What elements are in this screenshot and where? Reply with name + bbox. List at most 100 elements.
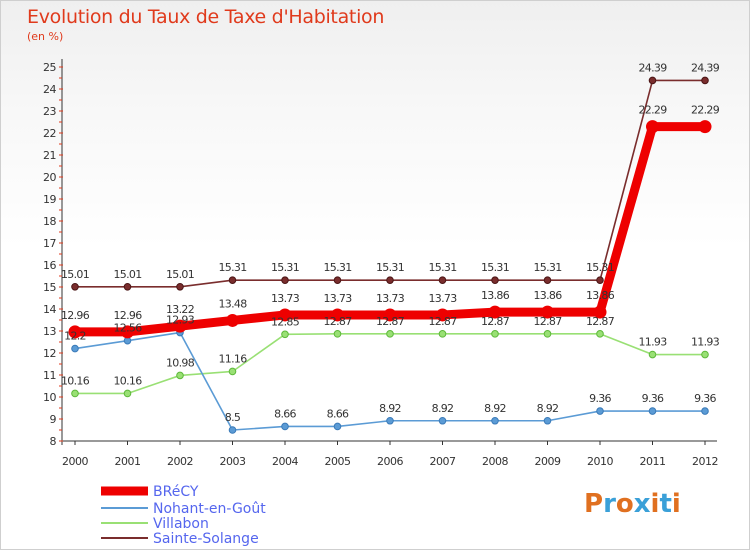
y-tick-label: 23 [43, 105, 56, 118]
data-label: 15.31 [219, 261, 247, 274]
data-point [438, 330, 447, 338]
x-tick-label: 2001 [115, 455, 141, 468]
logo-letter: t [659, 489, 672, 519]
data-label: 15.01 [114, 268, 142, 281]
x-tick-label: 2003 [220, 455, 246, 468]
data-point [648, 350, 657, 359]
x-tick-label: 2009 [535, 455, 561, 468]
y-tick-label: 15 [43, 281, 56, 294]
data-label: 10.16 [61, 374, 90, 387]
chart-title: Evolution du Taux de Taxe d'Habitation [27, 6, 385, 28]
data-label: 8.92 [379, 402, 401, 415]
data-label: 13.73 [324, 292, 353, 305]
data-point [281, 330, 289, 339]
logo-letter: x [633, 489, 651, 519]
data-label: 10.98 [166, 356, 195, 369]
logo-letter: r [603, 489, 616, 519]
data-point [488, 305, 502, 319]
data-point [596, 276, 604, 284]
data-label: 12.56 [114, 322, 143, 335]
y-tick-label: 14 [43, 303, 56, 316]
data-label: 12.96 [114, 309, 143, 322]
logo-letter: i [650, 489, 660, 519]
data-label: 9.36 [589, 392, 611, 405]
data-label: 8.92 [484, 402, 506, 415]
data-label: 13.86 [534, 289, 563, 302]
y-tick-label: 17 [43, 237, 56, 250]
data-label: 8.66 [327, 407, 349, 420]
data-point [173, 319, 187, 333]
legend-label: Nohant-en-Goût [153, 501, 266, 517]
data-label: 15.01 [61, 268, 89, 281]
y-tick-label: 10 [43, 391, 56, 404]
data-label: 15.31 [376, 261, 404, 274]
logo-letter: P [584, 489, 604, 519]
data-label: 13.73 [271, 292, 300, 305]
data-label: 22.29 [691, 104, 720, 117]
data-label: 12.87 [481, 315, 510, 328]
data-label: 15.31 [481, 261, 509, 274]
data-point [698, 120, 712, 134]
series-line-3 [75, 79, 705, 288]
data-label: 15.31 [534, 261, 562, 274]
data-label: 12.87 [429, 315, 458, 328]
x-tick-label: 2010 [587, 455, 613, 468]
data-point [281, 276, 289, 284]
y-tick-label: 16 [43, 259, 56, 272]
y-tick-label: 9 [50, 413, 57, 426]
data-label: 12.87 [586, 315, 615, 328]
data-label: 13.73 [429, 292, 458, 305]
data-point [71, 282, 79, 291]
y-tick-label: 22 [43, 127, 56, 140]
series-line-1 [74, 331, 705, 431]
x-tick-label: 2002 [167, 455, 193, 468]
data-point [228, 367, 237, 376]
data-point [541, 305, 554, 319]
data-point [333, 330, 342, 338]
y-tick-label: 13 [43, 325, 56, 338]
data-point [543, 276, 552, 284]
data-label: 22.29 [639, 104, 668, 117]
data-label: 12.87 [376, 315, 405, 328]
data-label: 9.36 [642, 392, 664, 405]
data-label: 12.87 [534, 315, 563, 328]
data-label: 12.2 [64, 330, 86, 343]
y-tick-label: 21 [43, 149, 56, 162]
data-point [596, 330, 604, 338]
data-point [176, 282, 184, 291]
data-label: 11.16 [219, 352, 248, 365]
data-label: 15.31 [429, 261, 457, 274]
y-tick-label: 25 [43, 61, 56, 74]
data-point [646, 120, 659, 134]
legend-label: Sainte-Solange [153, 531, 259, 547]
data-label: 8.92 [432, 402, 454, 415]
x-tick-label: 2011 [640, 455, 666, 468]
data-point [123, 282, 132, 291]
logo-letter: i [671, 489, 681, 519]
legend-label: BRéCY [153, 484, 199, 500]
data-label: 12.85 [271, 315, 300, 328]
data-point [228, 426, 237, 434]
data-label: 24.39 [639, 61, 668, 74]
x-tick-label: 2000 [62, 455, 88, 468]
data-label: 12.96 [61, 309, 90, 322]
data-label: 15.31 [586, 261, 614, 274]
data-point [226, 313, 239, 327]
y-tick-label: 18 [43, 215, 56, 228]
data-label: 13.86 [586, 289, 615, 302]
data-label: 13.73 [376, 292, 405, 305]
data-point [121, 325, 134, 339]
data-point [491, 416, 499, 425]
data-label: 15.31 [271, 261, 299, 274]
y-tick-label: 8 [50, 435, 57, 448]
x-tick-label: 2007 [430, 455, 456, 468]
data-point [648, 76, 657, 85]
data-label: 13.48 [219, 297, 248, 310]
data-point [386, 416, 394, 425]
data-label: 12.87 [324, 315, 353, 328]
data-point [491, 330, 499, 338]
data-point [333, 276, 342, 284]
data-point [383, 308, 397, 322]
data-point [68, 325, 82, 339]
